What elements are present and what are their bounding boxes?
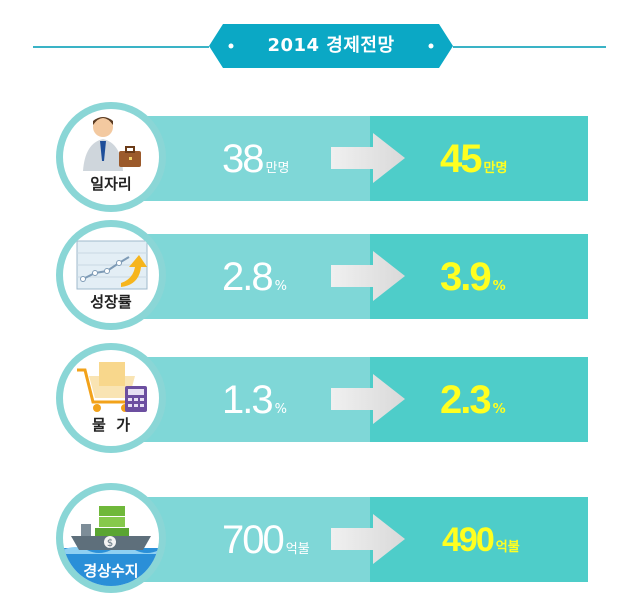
before-unit: % [274, 402, 287, 417]
after-number: 3.9 [440, 255, 492, 299]
right-arrow-icon [331, 251, 405, 301]
after-value: 2.3% [440, 365, 506, 435]
before-number: 700 [222, 518, 285, 562]
before-value: 38 만명 [222, 124, 289, 194]
header-line-left [33, 46, 209, 48]
before-number: 2.8 [222, 255, 274, 299]
after-value: 3.9% [440, 242, 506, 312]
row-jobs: 일자리 38 만명 45 만명 [0, 102, 635, 212]
band-after [370, 116, 588, 201]
before-number: 1.3 [222, 378, 274, 422]
before-unit: 억불 [285, 542, 310, 557]
after-unit: % [492, 402, 506, 417]
businessman-icon [83, 117, 141, 171]
header-badge: 2014 경제전망 [209, 24, 453, 68]
before-unit: % [274, 279, 287, 294]
right-arrow-icon [331, 514, 405, 564]
category-circle: 성장률 [56, 220, 166, 330]
header-line-right [453, 46, 606, 48]
category-label: 경상수지 [83, 562, 139, 580]
growth-chart-icon [76, 240, 148, 290]
band-after [370, 497, 588, 582]
svg-text:$: $ [107, 538, 113, 549]
before-value: 700 억불 [222, 505, 310, 575]
after-unit: 만명 [483, 161, 508, 176]
right-arrow-icon [331, 374, 405, 424]
category-circle: 물 가 [56, 343, 166, 453]
band-after [370, 357, 588, 442]
after-number: 2.3 [440, 378, 492, 422]
page-title: 2014 경제전망 [267, 35, 395, 56]
before-number: 38 [222, 137, 264, 181]
shopping-cart-icon [77, 362, 147, 412]
before-value: 2.8% [222, 242, 287, 312]
after-unit: % [492, 279, 506, 294]
cargo-ship-icon: $ [63, 506, 159, 586]
row-current-account: $ 경상수지 700 억불 490 억불 [0, 483, 635, 593]
category-label: 일자리 [90, 175, 132, 193]
after-value: 490 억불 [442, 505, 520, 575]
category-label: 물 가 [91, 416, 131, 434]
band-after [370, 234, 588, 319]
before-unit: 만명 [265, 161, 290, 176]
before-value: 1.3% [222, 365, 287, 435]
after-unit: 억불 [495, 540, 520, 555]
row-growth-rate: 성장률 2.8% 3.9% [0, 220, 635, 330]
category-label: 성장률 [90, 293, 132, 311]
after-number: 490 [442, 521, 495, 559]
row-prices: 물 가 1.3% 2.3% [0, 343, 635, 453]
after-number: 45 [440, 137, 482, 181]
after-value: 45 만명 [440, 124, 507, 194]
right-arrow-icon [331, 133, 405, 183]
category-circle: $ 경상수지 [56, 483, 166, 593]
category-circle: 일자리 [56, 102, 166, 212]
